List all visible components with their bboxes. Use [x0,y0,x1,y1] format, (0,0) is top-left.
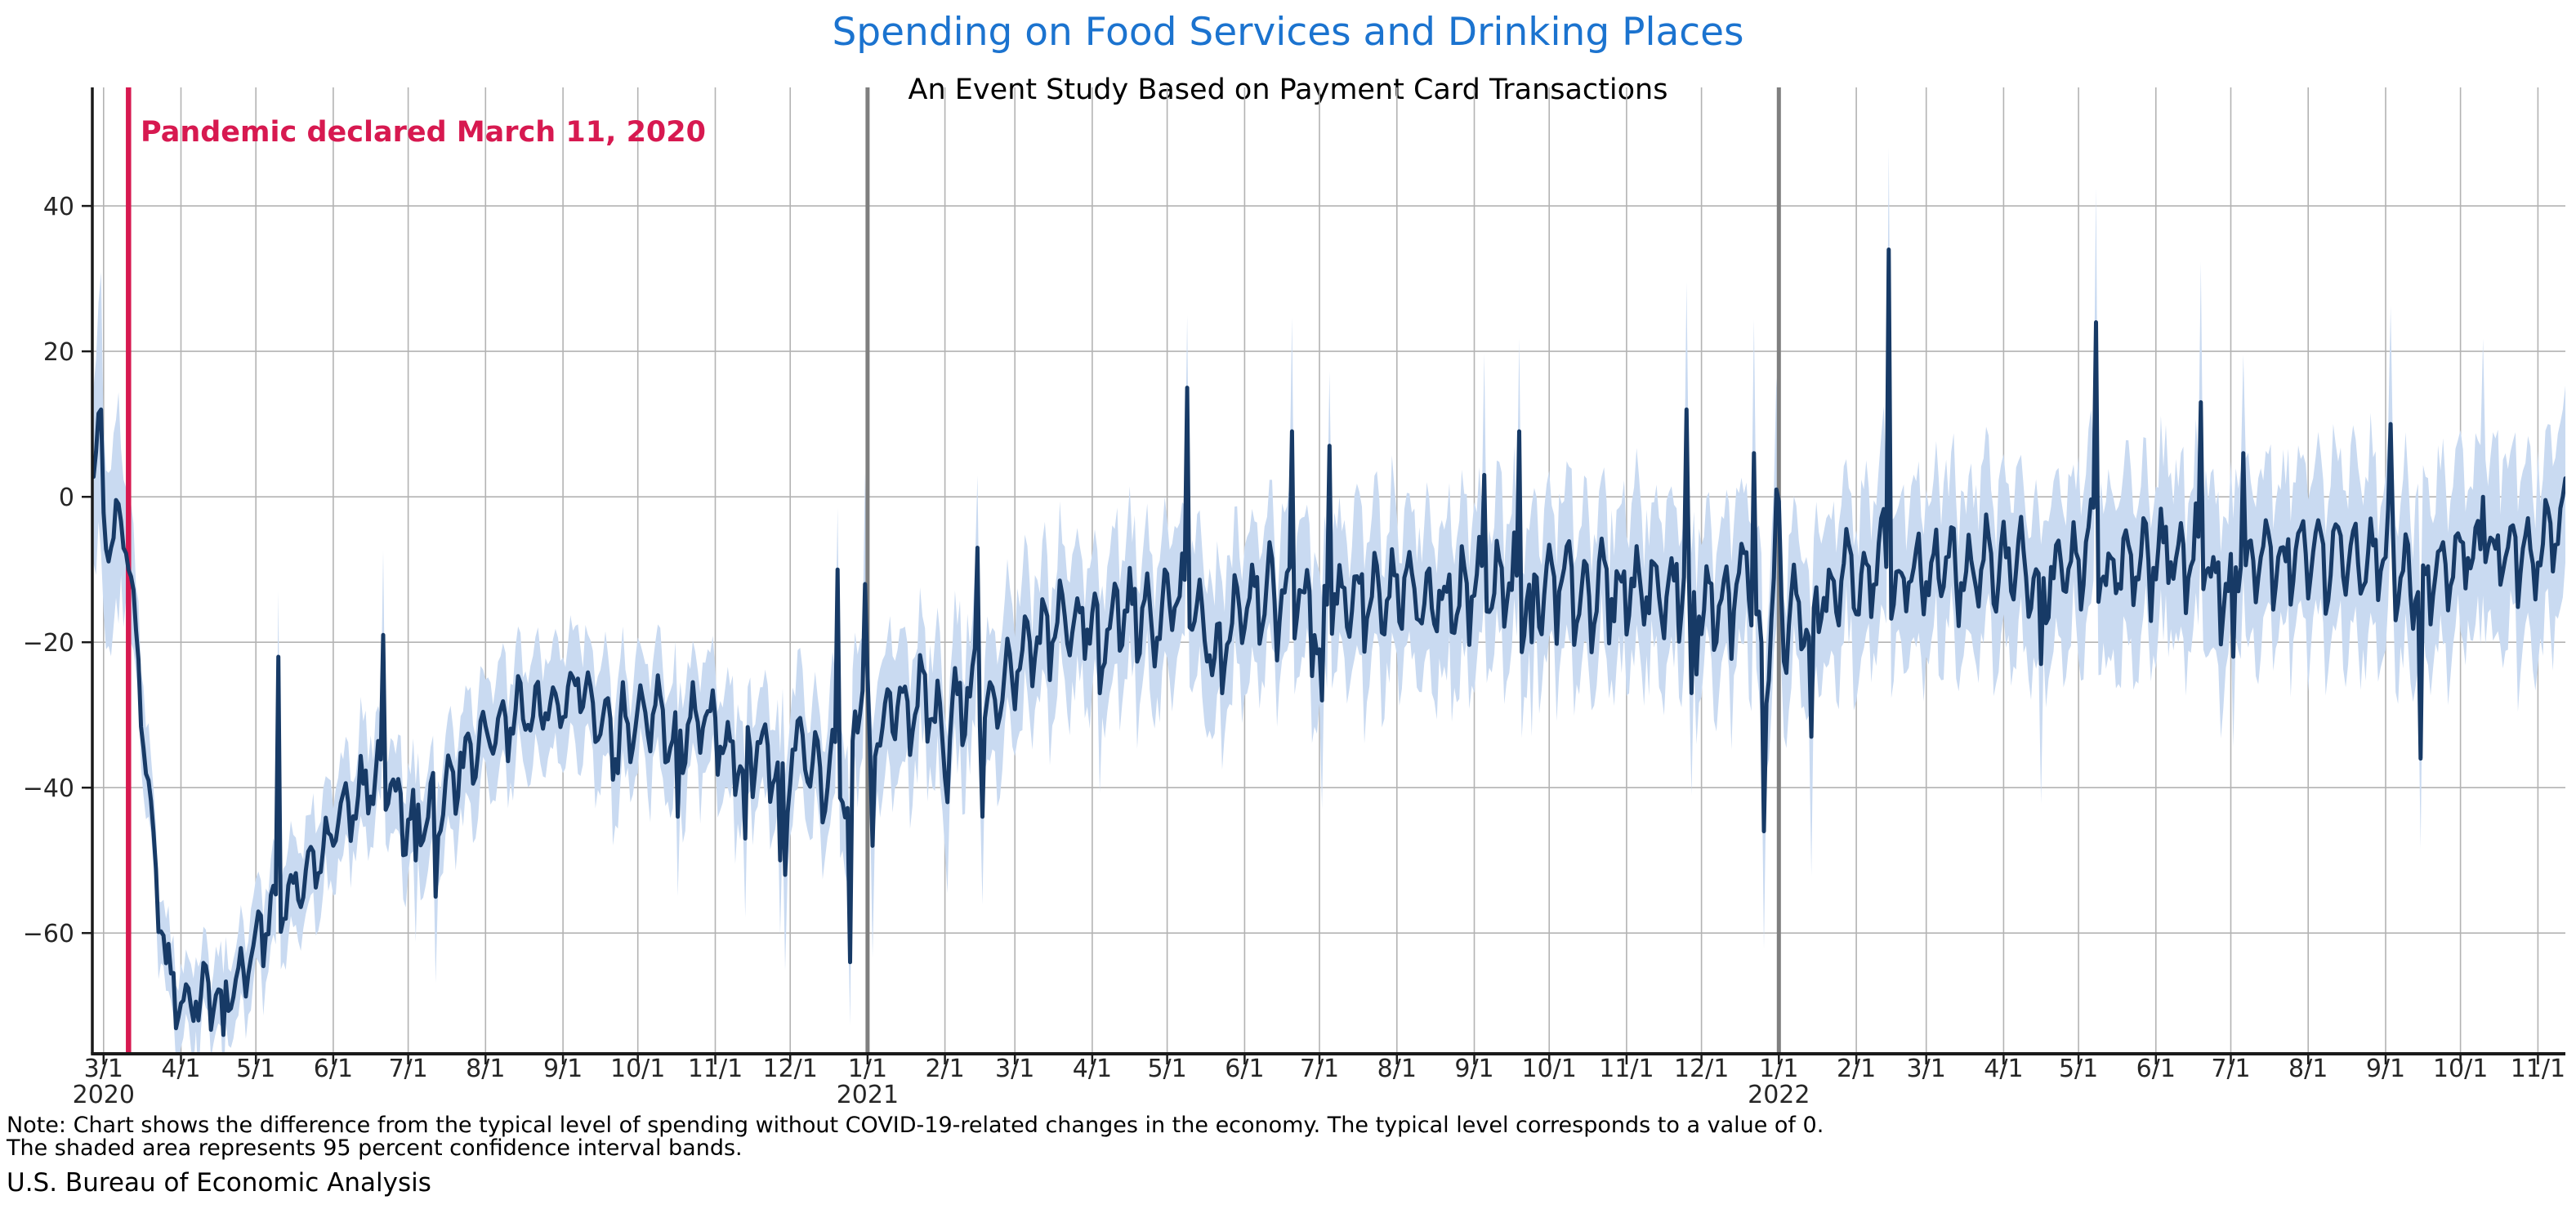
note-text-line2: The shaded area represents 95 percent co… [7,1135,743,1161]
svg-text:2021: 2021 [837,1081,899,1109]
source-attribution: U.S. Bureau of Economic Analysis [7,1168,431,1198]
svg-text:4/1: 4/1 [1984,1055,2023,1083]
svg-text:2/1: 2/1 [1837,1055,1876,1083]
svg-text:3/1: 3/1 [1907,1055,1946,1083]
svg-text:−40: −40 [23,774,74,803]
svg-text:3/1: 3/1 [995,1055,1034,1083]
svg-text:9/1: 9/1 [1454,1055,1493,1083]
svg-text:5/1: 5/1 [1147,1055,1186,1083]
svg-text:8/1: 8/1 [466,1055,505,1083]
svg-text:6/1: 6/1 [314,1055,353,1083]
svg-text:2/1: 2/1 [925,1055,964,1083]
chart-title: Spending on Food Services and Drinking P… [832,10,1744,55]
svg-text:5/1: 5/1 [236,1055,275,1083]
svg-text:7/1: 7/1 [2211,1055,2250,1083]
note-text-line1: Note: Chart shows the difference from th… [7,1113,1824,1138]
svg-text:6/1: 6/1 [1225,1055,1264,1083]
svg-text:2020: 2020 [73,1081,135,1109]
svg-text:6/1: 6/1 [2136,1055,2176,1083]
svg-text:9/1: 9/1 [543,1055,583,1083]
svg-text:8/1: 8/1 [1377,1055,1417,1083]
pandemic-annotation: Pandemic declared March 11, 2020 [141,116,706,149]
svg-text:−60: −60 [23,920,74,948]
svg-text:2022: 2022 [1748,1081,1810,1109]
svg-text:3/1: 3/1 [84,1055,123,1083]
svg-text:5/1: 5/1 [2059,1055,2098,1083]
svg-text:4/1: 4/1 [161,1055,200,1083]
svg-text:9/1: 9/1 [2366,1055,2405,1083]
svg-text:12/1: 12/1 [1674,1055,1729,1083]
svg-text:20: 20 [43,338,74,367]
svg-text:10/1: 10/1 [610,1055,665,1083]
svg-text:1/1: 1/1 [848,1055,887,1083]
svg-text:10/1: 10/1 [2433,1055,2488,1083]
svg-text:−20: −20 [23,629,74,658]
svg-text:4/1: 4/1 [1073,1055,1112,1083]
svg-text:7/1: 7/1 [388,1055,427,1083]
svg-text:7/1: 7/1 [1300,1055,1339,1083]
svg-text:8/1: 8/1 [2288,1055,2328,1083]
svg-text:40: 40 [43,193,74,221]
svg-text:10/1: 10/1 [1522,1055,1577,1083]
svg-text:0: 0 [59,484,74,512]
svg-text:1/1: 1/1 [1759,1055,1798,1083]
svg-text:11/1: 11/1 [688,1055,743,1083]
svg-text:11/1: 11/1 [1599,1055,1654,1083]
svg-text:12/1: 12/1 [763,1055,818,1083]
svg-text:11/1: 11/1 [2511,1055,2565,1083]
chart-subtitle: An Event Study Based on Payment Card Tra… [908,74,1668,106]
